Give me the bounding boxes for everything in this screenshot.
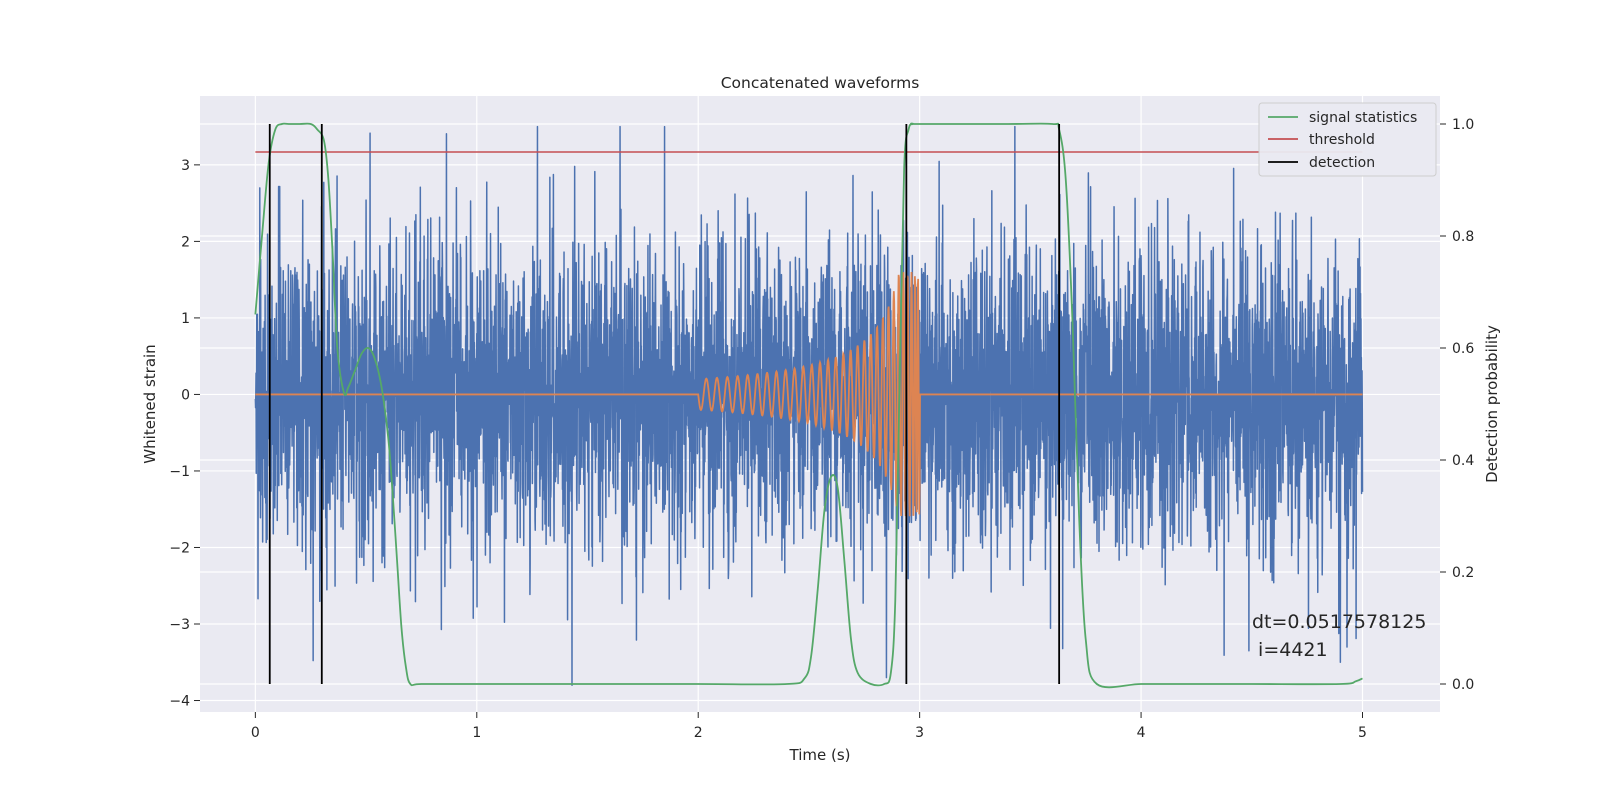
axes: 0 1 2 3 4 5 −4 −3 −2 −1 0 1 2 3 0.0 0.2 0.4 0.6 0.8 1.0	[169, 117, 1474, 741]
legend-label-detection: detection	[1309, 155, 1375, 171]
y-tick-label: −4	[169, 694, 190, 710]
y-tick-label: −2	[169, 540, 190, 556]
plot-area	[254, 122, 1364, 689]
annotation-line: i=4421	[1252, 639, 1328, 661]
y-tick-label: 1	[181, 311, 190, 327]
y2-axis-title: Detection probability	[1483, 325, 1501, 483]
y-tick-label: 2	[181, 234, 190, 250]
x-tick-label: 3	[915, 725, 924, 741]
y-tick-label: −3	[169, 617, 190, 633]
x-tick-label: 2	[694, 725, 703, 741]
legend-label-signal-statistics: signal statistics	[1309, 110, 1417, 126]
noise-series-line	[254, 125, 1364, 686]
y-tick-label: −1	[169, 464, 190, 480]
y-tick-label: 3	[181, 158, 190, 174]
y2-tick-label: 1.0	[1452, 117, 1474, 133]
x-tick-label: 1	[472, 725, 481, 741]
y2-tick-label: 0.8	[1452, 229, 1474, 245]
x-tick-label: 5	[1358, 725, 1367, 741]
y-axis-title: Whitened strain	[141, 344, 159, 463]
y2-tick-label: 0.6	[1452, 341, 1474, 357]
chart-title: Concatenated waveforms	[721, 74, 920, 92]
annotation-line: dt=0.0517578125	[1252, 611, 1426, 633]
legend-label-threshold: threshold	[1309, 132, 1375, 148]
dt-annotation: dt=0.0517578125 i=4421	[1252, 611, 1426, 661]
legend-box	[1258, 102, 1437, 177]
x-tick-label: 0	[251, 725, 260, 741]
y-tick-label: 0	[181, 387, 190, 403]
y2-tick-label: 0.0	[1452, 677, 1474, 693]
y2-tick-label: 0.2	[1452, 565, 1474, 581]
chirp-series-line	[255, 272, 1363, 517]
legend: signal statistics threshold detection	[1258, 102, 1437, 177]
signal-statistics-line	[254, 122, 1363, 689]
x-axis-title: Time (s)	[789, 746, 851, 764]
x-tick-label: 4	[1137, 725, 1146, 741]
y2-tick-label: 0.4	[1452, 453, 1474, 469]
